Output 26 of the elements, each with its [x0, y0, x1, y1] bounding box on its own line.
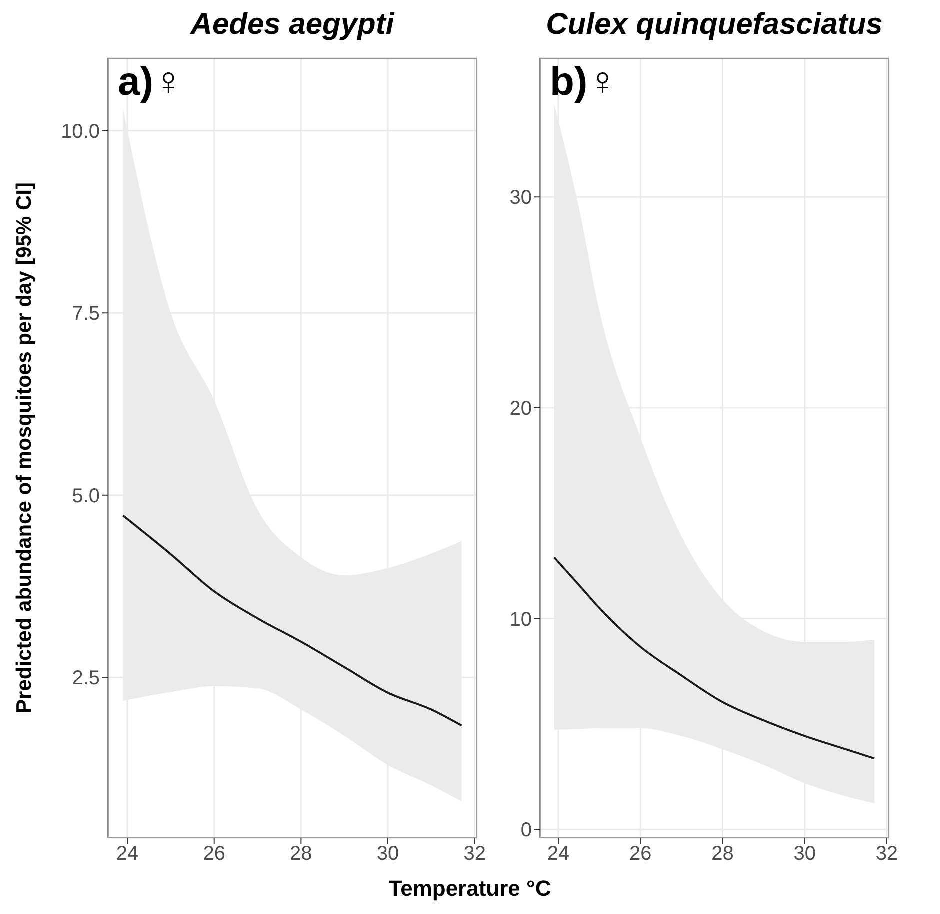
- y-axis-title: Predicted abundance of mosquitoes per day [95% CI]: [13, 182, 37, 714]
- x-tick-label: 24: [116, 843, 139, 866]
- annotation: a)♀: [118, 60, 184, 105]
- line-series: [122, 514, 463, 727]
- chart-title: Culex quinquefasciatus: [545, 8, 884, 42]
- x-tick-label: 30: [376, 843, 400, 866]
- x-tick-label: 24: [547, 843, 570, 866]
- y-tick-label: 10.0: [61, 120, 100, 143]
- x-tick-label: 26: [203, 843, 226, 866]
- x-tick-label: 26: [629, 843, 652, 866]
- y-tick-label: 0: [520, 820, 532, 842]
- y-tick-label: 7.5: [72, 303, 100, 326]
- x-axis-title: Temperature °C: [388, 876, 552, 902]
- annotation: b)♀: [550, 60, 618, 105]
- x-tick-label: 28: [712, 843, 734, 866]
- y-tick-label: 2.5: [72, 668, 100, 690]
- line-series: [553, 556, 876, 760]
- y-tick-label: 30: [510, 187, 532, 210]
- chart-title: Aedes aegypti: [189, 8, 396, 42]
- y-tick-label: 20: [510, 398, 532, 420]
- x-tick-label: 32: [876, 843, 898, 866]
- y-tick-label: 10: [510, 608, 532, 631]
- x-tick-label: 28: [290, 843, 312, 866]
- y-tick-label: 5.0: [72, 485, 100, 508]
- x-tick-label: 32: [464, 843, 486, 866]
- x-tick-label: 30: [794, 843, 816, 866]
